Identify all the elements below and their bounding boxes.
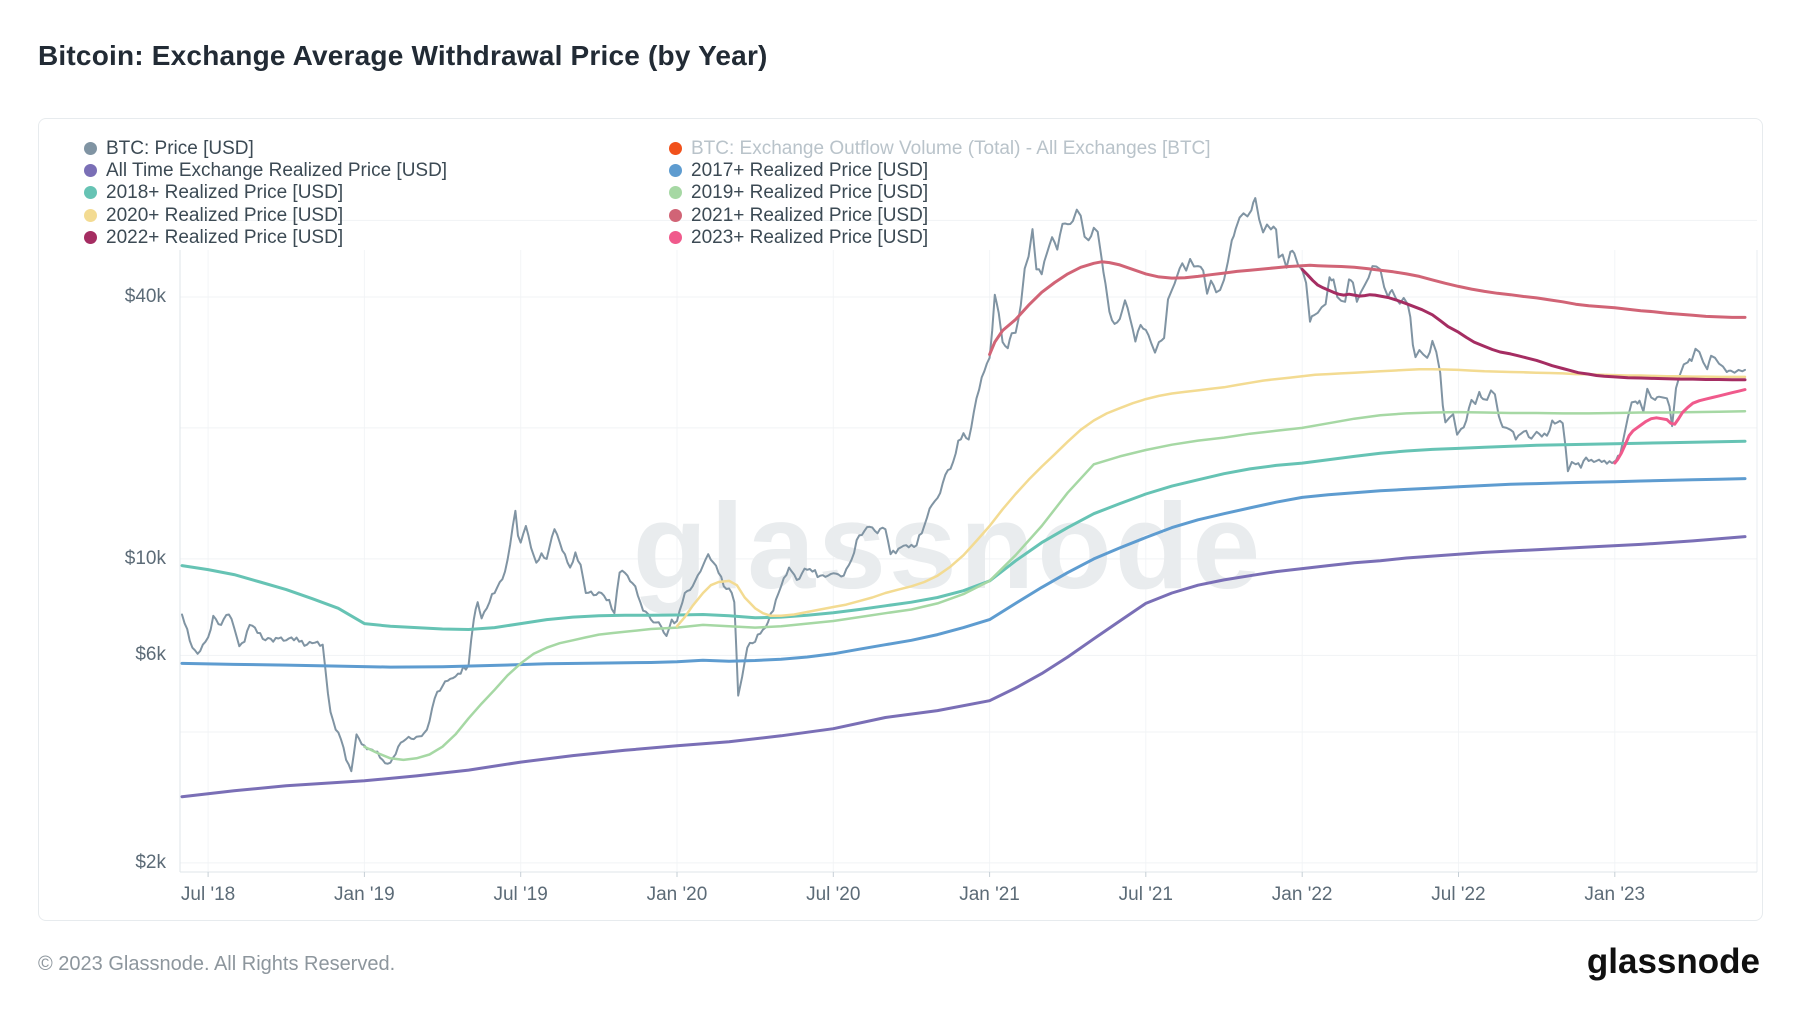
series-line-btc-price	[181, 197, 1746, 773]
series-line-all-time-realized	[180, 535, 1747, 799]
legend-item-2021-realized-price[interactable]: 2021+ Realized Price [USD]	[669, 204, 1211, 226]
legend-label: 2020+ Realized Price [USD]	[106, 204, 344, 226]
axes	[179, 250, 1758, 877]
chart-panel	[38, 118, 1763, 921]
series-line-realized-2023	[1613, 388, 1747, 465]
legend-label: BTC: Exchange Outflow Volume (Total) - A…	[691, 137, 1211, 159]
series-color-dot-icon	[84, 186, 97, 200]
legend-label: BTC: Price [USD]	[106, 137, 254, 159]
legend-item-2019-realized-price[interactable]: 2019+ Realized Price [USD]	[669, 182, 1211, 204]
legend-label: 2018+ Realized Price [USD]	[106, 182, 344, 204]
series-color-dot-icon	[84, 164, 97, 178]
glassnode-watermark: glassnode	[633, 478, 1263, 614]
chart-title: Bitcoin: Exchange Average Withdrawal Pri…	[38, 40, 768, 71]
copyright-text: © 2023 Glassnode. All Rights Reserved.	[38, 953, 396, 975]
legend-label: 2022+ Realized Price [USD]	[106, 227, 344, 249]
legend-item-all-time-realized-price[interactable]: All Time Exchange Realized Price [USD]	[84, 159, 447, 181]
series-line-realized-2021	[988, 260, 1747, 356]
legend-item-btc-price[interactable]: BTC: Price [USD]	[84, 137, 447, 159]
legend-label: 2017+ Realized Price [USD]	[691, 160, 929, 182]
legend-item-2023-realized-price[interactable]: 2023+ Realized Price [USD]	[669, 227, 1211, 249]
legend-item-2018-realized-price[interactable]: 2018+ Realized Price [USD]	[84, 182, 447, 204]
legend-column-left: BTC: Price [USD] All Time Exchange Reali…	[84, 137, 447, 249]
series-color-dot-icon	[669, 186, 682, 200]
glassnode-logo: glassnode	[1586, 942, 1760, 981]
legend-label: 2019+ Realized Price [USD]	[691, 182, 929, 204]
series-color-dot-icon	[669, 231, 682, 245]
series-line-realized-2020	[675, 367, 1747, 628]
chart-series	[180, 197, 1747, 799]
series-color-dot-icon	[84, 208, 97, 222]
legend-column-right: BTC: Exchange Outflow Volume (Total) - A…	[669, 137, 1211, 249]
legend-label: 2021+ Realized Price [USD]	[691, 204, 929, 226]
series-color-dot-icon	[669, 141, 682, 155]
series-line-realized-2022	[1300, 267, 1747, 382]
series-line-realized-2019	[363, 409, 1747, 762]
series-line-realized-2017	[180, 477, 1747, 669]
legend-label: 2023+ Realized Price [USD]	[691, 227, 929, 249]
legend-item-exchange-outflow-volume[interactable]: BTC: Exchange Outflow Volume (Total) - A…	[669, 137, 1211, 159]
series-line-realized-2018	[180, 439, 1747, 631]
series-color-dot-icon	[84, 231, 97, 245]
legend-item-2020-realized-price[interactable]: 2020+ Realized Price [USD]	[84, 204, 447, 226]
legend-label: All Time Exchange Realized Price [USD]	[106, 160, 448, 182]
series-color-dot-icon	[84, 141, 97, 155]
series-color-dot-icon	[669, 208, 682, 222]
series-color-dot-icon	[669, 164, 682, 178]
legend-item-2017-realized-price[interactable]: 2017+ Realized Price [USD]	[669, 159, 1211, 181]
legend-item-2022-realized-price[interactable]: 2022+ Realized Price [USD]	[84, 227, 447, 249]
